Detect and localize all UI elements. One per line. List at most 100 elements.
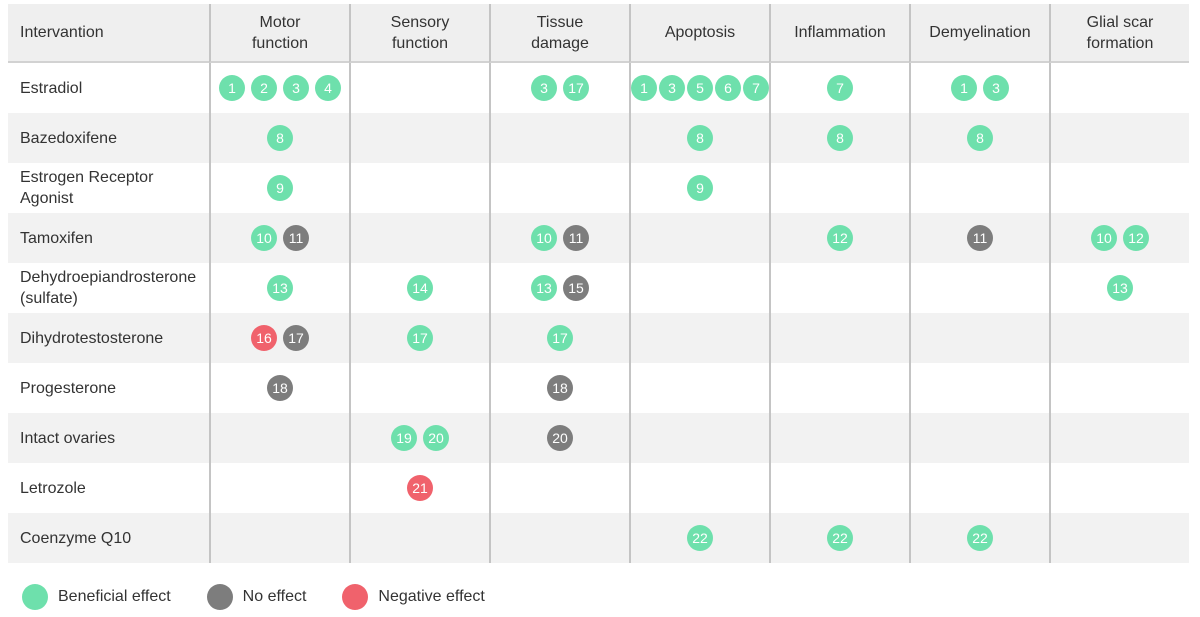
badge-group: 13 15 bbox=[531, 275, 589, 301]
table-cell bbox=[629, 313, 769, 363]
badge-group: 18 bbox=[547, 375, 573, 401]
table-cell bbox=[489, 513, 629, 563]
reference-badge-beneficial: 12 bbox=[1123, 225, 1149, 251]
column-header-label: Inflammation bbox=[794, 24, 886, 41]
table-cell: 22 bbox=[769, 513, 909, 563]
badge-group: 10 11 bbox=[251, 225, 309, 251]
legend-item-no-effect: No effect bbox=[206, 584, 307, 610]
row-header: Estrogen Receptor Agonist bbox=[8, 163, 209, 213]
badge-group: 17 bbox=[407, 325, 433, 351]
reference-badge-beneficial: 19 bbox=[391, 425, 417, 451]
table-cell: 9 bbox=[209, 163, 349, 213]
reference-badge-beneficial: 1 bbox=[631, 75, 657, 101]
table-cell bbox=[769, 413, 909, 463]
table-cell bbox=[909, 263, 1049, 313]
badge-group: 13 bbox=[267, 275, 293, 301]
row-label: Dihydrotestosterone bbox=[20, 329, 164, 347]
legend-dot-icon bbox=[22, 584, 48, 610]
reference-badge-beneficial: 3 bbox=[983, 75, 1009, 101]
reference-badge-no-effect: 20 bbox=[547, 425, 573, 451]
column-header-motor-function: Motor function bbox=[209, 4, 349, 63]
table-cell bbox=[909, 413, 1049, 463]
reference-badge-beneficial: 2 bbox=[251, 75, 277, 101]
table-cell bbox=[1049, 113, 1189, 163]
row-header: Dehydroepiandrosterone (sulfate) bbox=[8, 263, 209, 313]
table-cell: 12 bbox=[769, 213, 909, 263]
reference-badge-no-effect: 17 bbox=[283, 325, 309, 351]
badge-group: 14 bbox=[407, 275, 433, 301]
reference-badge-beneficial: 10 bbox=[1091, 225, 1117, 251]
table-cell: 22 bbox=[909, 513, 1049, 563]
reference-badge-beneficial: 10 bbox=[531, 225, 557, 251]
table-cell bbox=[349, 113, 489, 163]
table-cell bbox=[629, 363, 769, 413]
column-header-apoptosis: Apoptosis bbox=[629, 4, 769, 63]
badge-group: 18 bbox=[267, 375, 293, 401]
reference-badge-no-effect: 11 bbox=[283, 225, 309, 251]
table-cell: 18 bbox=[209, 363, 349, 413]
table-cell bbox=[349, 213, 489, 263]
table-cell bbox=[1049, 163, 1189, 213]
row-header: Tamoxifen bbox=[8, 213, 209, 263]
table-cell: 17 bbox=[489, 313, 629, 363]
table-cell bbox=[349, 163, 489, 213]
reference-badge-beneficial: 8 bbox=[967, 125, 993, 151]
table-cell bbox=[629, 263, 769, 313]
badge-group: 20 bbox=[547, 425, 573, 451]
table-cell bbox=[909, 463, 1049, 513]
column-header-tissue-damage: Tissue damage bbox=[489, 4, 629, 63]
reference-badge-beneficial: 13 bbox=[267, 275, 293, 301]
table-cell bbox=[769, 313, 909, 363]
reference-badge-beneficial: 22 bbox=[967, 525, 993, 551]
reference-badge-beneficial: 13 bbox=[531, 275, 557, 301]
reference-badge-beneficial: 22 bbox=[687, 525, 713, 551]
table-cell: 7 bbox=[769, 63, 909, 113]
table-cell bbox=[349, 63, 489, 113]
table-cell bbox=[1049, 63, 1189, 113]
badge-group: 10 12 bbox=[1091, 225, 1149, 251]
reference-badge-beneficial: 13 bbox=[1107, 275, 1133, 301]
table-cell: 20 bbox=[489, 413, 629, 463]
badge-group: 22 bbox=[967, 525, 993, 551]
badge-group: 11 bbox=[967, 225, 993, 251]
column-header-label: Intervantion bbox=[20, 24, 104, 41]
reference-badge-beneficial: 4 bbox=[315, 75, 341, 101]
table-cell: 8 bbox=[209, 113, 349, 163]
row-header: Coenzyme Q10 bbox=[8, 513, 209, 563]
table-cell bbox=[489, 163, 629, 213]
badge-group: 3 17 bbox=[531, 75, 589, 101]
badge-group: 13 bbox=[1107, 275, 1133, 301]
reference-badge-beneficial: 8 bbox=[827, 125, 853, 151]
reference-badge-beneficial: 1 bbox=[951, 75, 977, 101]
table-cell: 14 bbox=[349, 263, 489, 313]
row-header: Dihydrotestosterone bbox=[8, 313, 209, 363]
table-cell bbox=[489, 113, 629, 163]
table-cell: 10 12 bbox=[1049, 213, 1189, 263]
reference-badge-beneficial: 9 bbox=[267, 175, 293, 201]
table-cell bbox=[1049, 313, 1189, 363]
row-header: Letrozole bbox=[8, 463, 209, 513]
reference-badge-beneficial: 17 bbox=[547, 325, 573, 351]
column-header-intervantion: Intervantion bbox=[8, 4, 209, 63]
table-cell bbox=[1049, 413, 1189, 463]
legend-label: No effect bbox=[242, 588, 307, 605]
badge-group: 17 bbox=[547, 325, 573, 351]
reference-badge-beneficial: 7 bbox=[827, 75, 853, 101]
table-cell bbox=[209, 513, 349, 563]
reference-badge-beneficial: 22 bbox=[827, 525, 853, 551]
table-cell bbox=[769, 363, 909, 413]
row-label: Bazedoxifene bbox=[20, 129, 117, 147]
row-label: Letrozole bbox=[20, 479, 86, 497]
table-cell bbox=[769, 163, 909, 213]
badge-group: 22 bbox=[687, 525, 713, 551]
column-header-inflammation: Inflammation bbox=[769, 4, 909, 63]
table-cell: 18 bbox=[489, 363, 629, 413]
legend-dot-icon bbox=[206, 584, 233, 610]
row-header: Bazedoxifene bbox=[8, 113, 209, 163]
badge-group: 8 bbox=[267, 125, 293, 151]
reference-badge-beneficial: 7 bbox=[743, 75, 769, 101]
column-header-label: Sensory function bbox=[390, 13, 450, 52]
table-cell: 17 bbox=[349, 313, 489, 363]
